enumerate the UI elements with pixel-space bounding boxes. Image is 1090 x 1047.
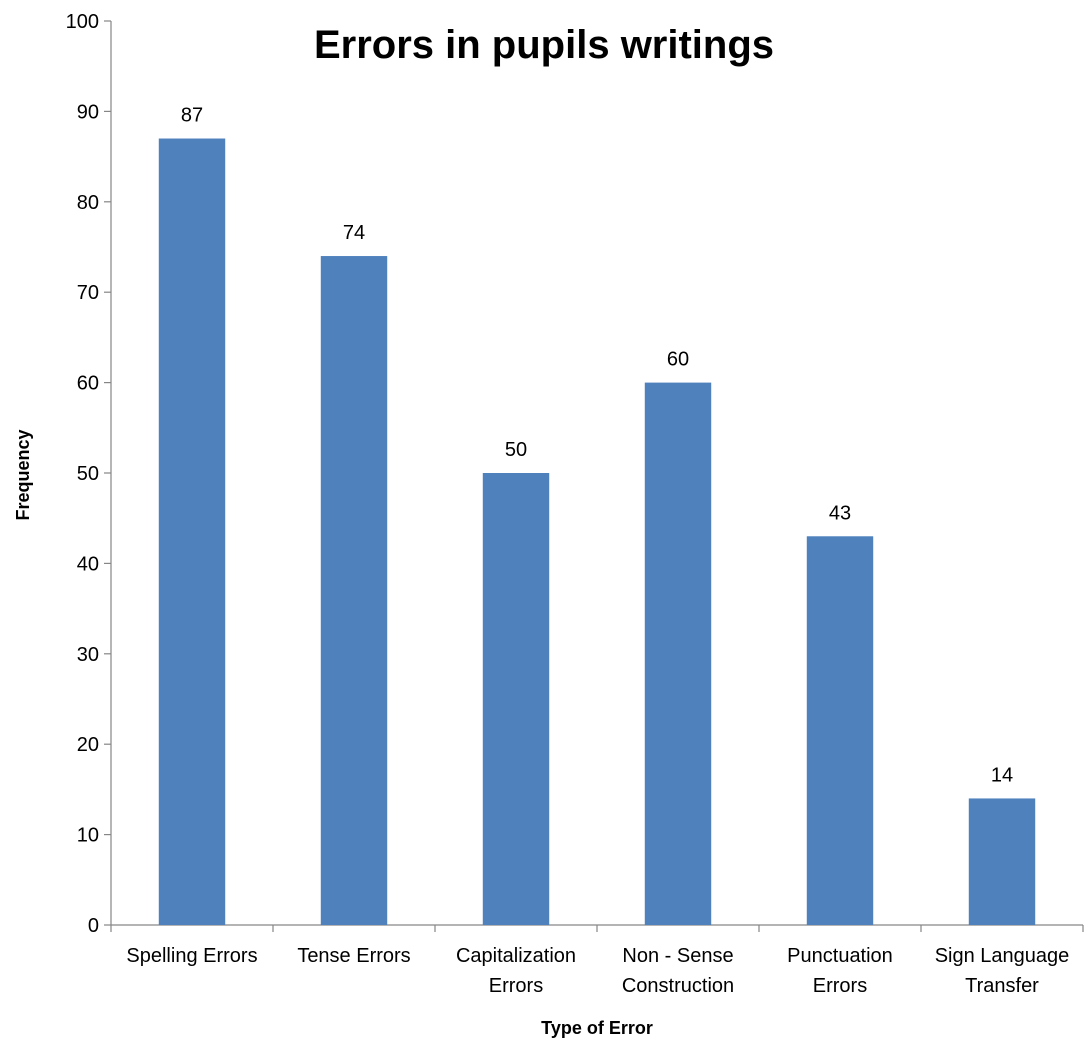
y-axis-title: Frequency: [13, 429, 33, 520]
data-label: 60: [667, 349, 689, 371]
x-tick-label-line: Errors: [489, 975, 543, 997]
y-tick-label: 20: [77, 734, 99, 756]
y-tick-label: 50: [77, 463, 99, 485]
x-tick-label: Non - Sense Construction: [622, 945, 734, 997]
y-axis: 0 10 20 30 40 50 60 70 80 90 100: [66, 11, 112, 937]
data-label: 87: [181, 105, 203, 127]
x-tick-label: Tense Errors: [297, 945, 410, 967]
y-tick-label: 40: [77, 553, 99, 575]
x-tick-label: Punctuation Errors: [787, 945, 893, 997]
x-axis: [110, 924, 1084, 932]
data-label: 74: [343, 222, 365, 244]
bar: [320, 256, 388, 925]
bar: [158, 138, 226, 925]
y-tick-label: 60: [77, 373, 99, 395]
bar: [644, 382, 712, 926]
data-label: 14: [991, 764, 1013, 786]
x-tick-label-line: Sign Language: [935, 945, 1070, 967]
y-tick-label: 90: [77, 101, 99, 123]
x-tick-label-line: Errors: [813, 975, 867, 997]
x-tick-label-line: Non - Sense: [622, 945, 733, 967]
y-tick-label: 100: [66, 11, 99, 33]
x-tick-label: Spelling Errors: [126, 945, 257, 967]
bar: [482, 473, 550, 925]
y-tick-label: 0: [88, 915, 99, 937]
x-tick-label-line: Transfer: [965, 975, 1039, 997]
x-axis-title: Type of Error: [541, 1018, 653, 1038]
bars: [158, 138, 1036, 926]
data-labels: 87 74 50 60 43 14: [181, 105, 1013, 787]
bar: [806, 536, 874, 925]
x-tick-label-line: Capitalization: [456, 945, 576, 967]
x-tick-label-line: Construction: [622, 975, 734, 997]
x-tick-label-line: Punctuation: [787, 945, 893, 967]
data-label: 43: [829, 502, 851, 524]
y-tick-label: 30: [77, 644, 99, 666]
data-label: 50: [505, 439, 527, 461]
chart-title: Errors in pupils writings: [314, 23, 774, 67]
y-tick-label: 80: [77, 192, 99, 214]
bar: [968, 798, 1036, 925]
x-tick-labels: Spelling Errors Tense Errors Capitalizatio…: [126, 945, 1069, 997]
x-tick-label: Sign Language Transfer: [935, 945, 1070, 997]
x-tick-label: Capitalization Errors: [456, 945, 576, 997]
y-tick-label: 70: [77, 282, 99, 304]
y-tick-label: 10: [77, 825, 99, 847]
x-tick-label-line: Tense Errors: [297, 945, 410, 967]
x-tick-label-line: Spelling Errors: [126, 945, 257, 967]
